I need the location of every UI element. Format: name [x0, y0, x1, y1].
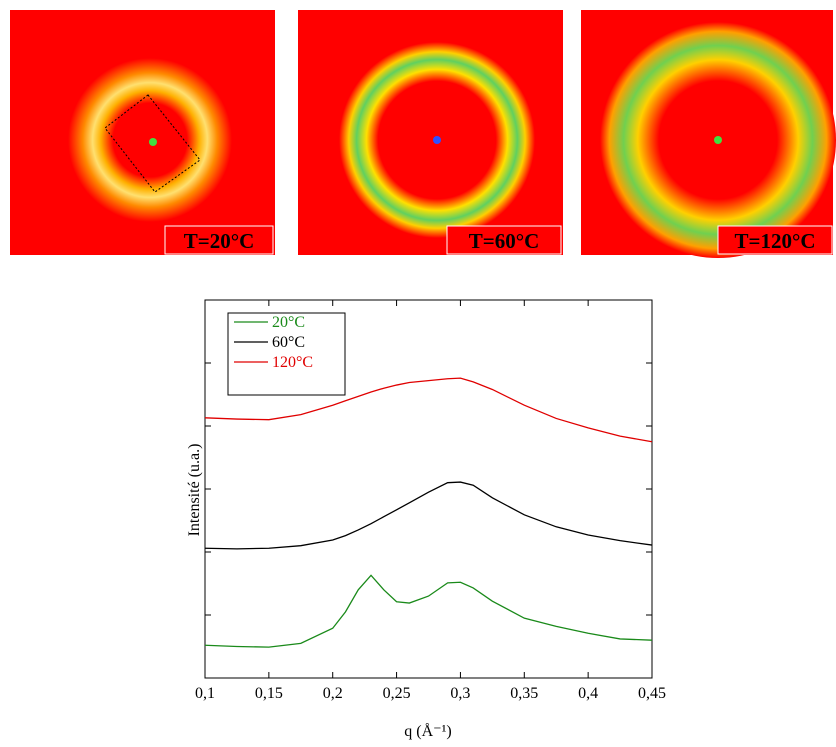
- panel-label: T=120°C: [734, 229, 815, 253]
- series-line: [204, 377, 653, 443]
- panel: T=20°C: [10, 10, 275, 255]
- panel: T=60°C: [298, 10, 563, 255]
- x-tick-label: 0,4: [578, 685, 598, 702]
- x-tick-label: 0,2: [323, 685, 343, 702]
- legend: [227, 312, 346, 396]
- panel: T=120°C: [581, 10, 836, 258]
- legend-label: 20°C: [272, 314, 305, 331]
- x-tick-label: 0,3: [450, 685, 470, 702]
- x-tick-label: 0,15: [255, 685, 283, 702]
- x-tick-label: 0,25: [383, 685, 411, 702]
- legend-label: 60°C: [272, 334, 305, 351]
- y-axis-label: Intensité (u.a.): [186, 444, 203, 537]
- x-tick-label: 0,45: [638, 685, 666, 702]
- series-line: [204, 574, 653, 648]
- x-tick-label: 0,1: [195, 685, 215, 702]
- x-tick-label: 0,35: [510, 685, 538, 702]
- legend-label: 120°C: [272, 354, 313, 371]
- series-line: [204, 481, 653, 550]
- panel-label: T=60°C: [469, 229, 540, 253]
- panel-label: T=20°C: [184, 229, 255, 253]
- x-axis-label: q (Å⁻¹): [404, 722, 451, 740]
